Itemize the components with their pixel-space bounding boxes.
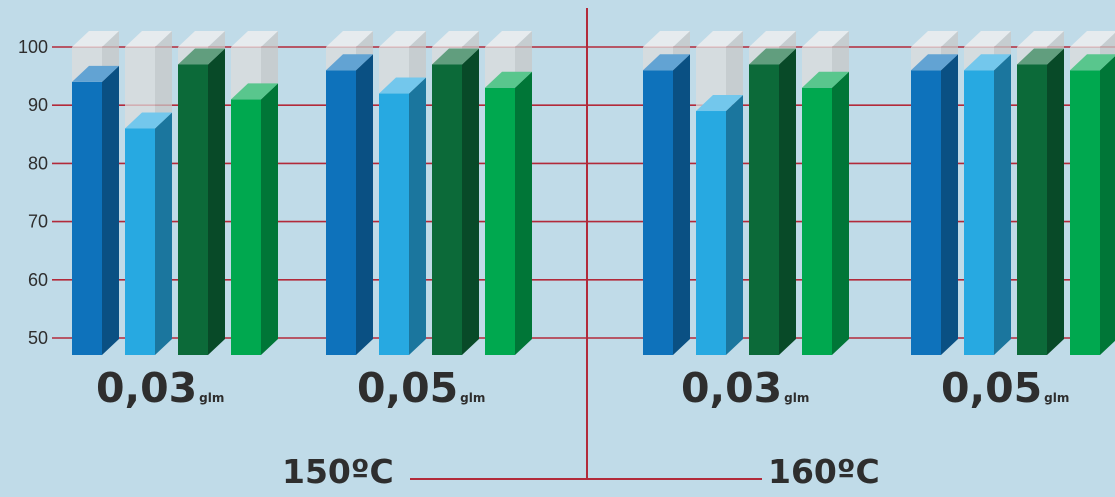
group-label: 0,03 glm [681, 368, 809, 409]
bar [1070, 31, 1115, 355]
y-tick-label: 90 [28, 95, 48, 115]
bar [72, 31, 119, 356]
bar [802, 31, 849, 356]
y-tick-label: 50 [28, 328, 48, 348]
group-unit-label: glm [784, 391, 810, 405]
bar [231, 31, 278, 355]
bar [643, 31, 690, 355]
group-label: 0,05 glm [941, 368, 1069, 409]
temperature-label: 150ºC [282, 452, 394, 491]
group-value-label: 0,03 [96, 364, 198, 412]
bar [696, 31, 743, 356]
y-axis-ticks: 50 60 70 80 90 100 [18, 37, 48, 348]
bar [125, 31, 172, 355]
bar [1017, 31, 1064, 356]
bar [326, 31, 373, 355]
bar [749, 31, 796, 356]
bars [72, 31, 1115, 356]
bar [485, 31, 532, 356]
group-unit-label: glm [199, 391, 225, 405]
bar [178, 31, 225, 356]
group-value-label: 0,05 [357, 364, 459, 412]
group-unit-label: glm [1044, 391, 1070, 405]
bar [379, 31, 426, 355]
y-tick-label: 100 [18, 37, 48, 57]
bar [911, 31, 958, 355]
y-tick-label: 80 [28, 153, 48, 173]
group-value-label: 0,03 [681, 364, 783, 412]
y-tick-label: 70 [28, 212, 48, 232]
group-label: 0,03 glm [96, 368, 224, 409]
bar [964, 31, 1011, 355]
y-tick-label: 60 [28, 270, 48, 290]
temperature-label: 160ºC [768, 452, 880, 491]
bar [432, 31, 479, 356]
group-value-label: 0,05 [941, 364, 1043, 412]
group-unit-label: glm [460, 391, 486, 405]
group-label: 0,05 glm [357, 368, 485, 409]
